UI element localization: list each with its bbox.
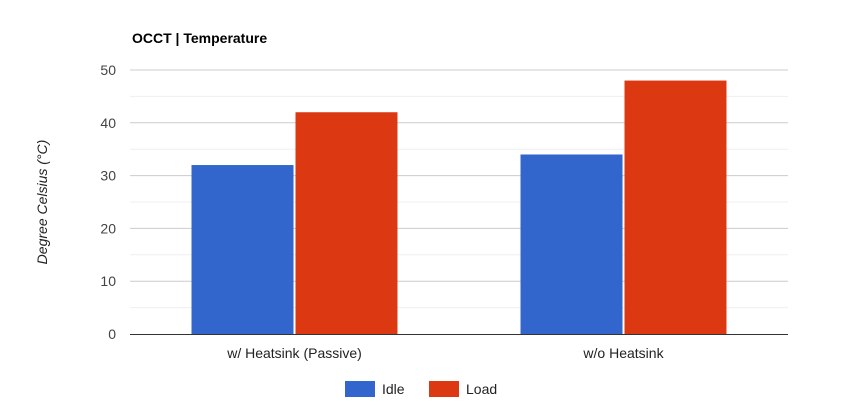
legend-label: Load [466,381,497,397]
y-tick-label: 20 [100,220,116,236]
y-tick-label: 50 [100,62,116,78]
x-axis-categories: w/ Heatsink (Passive) w/o Heatsink [226,345,664,361]
legend[interactable]: Idle Load [345,381,497,397]
x-category-label: w/ Heatsink (Passive) [226,345,362,361]
bar-idle [191,165,294,334]
y-tick-label: 0 [108,326,116,342]
y-tick-label: 10 [100,273,116,289]
bar-idle [520,154,623,334]
y-tick-label: 40 [100,115,116,131]
legend-swatch [429,381,459,397]
legend-label: Idle [382,381,405,397]
bar-load [295,112,398,335]
bars [191,80,727,335]
legend-item-idle[interactable]: Idle [345,381,405,397]
legend-swatch [345,381,375,397]
bar-load [624,80,727,334]
x-category-label: w/o Heatsink [582,345,664,361]
legend-item-load[interactable]: Load [429,381,497,397]
y-tick-label: 30 [100,168,116,184]
y-axis-label: Degree Celsius (°C) [34,140,50,265]
y-axis-ticks: 0 10 20 30 40 50 [100,62,116,342]
chart-title: OCCT | Temperature [132,30,267,46]
